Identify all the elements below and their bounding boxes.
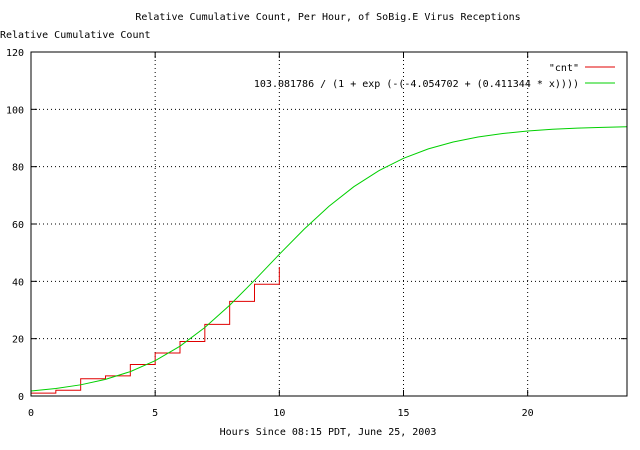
y-tick-label: 100 bbox=[6, 105, 24, 116]
x-tick-label: 15 bbox=[397, 408, 409, 419]
axis-ticks: 0 20 40 60 80 100 120 0 5 10 15 20 bbox=[6, 48, 627, 419]
series-line bbox=[31, 267, 280, 394]
y-tick-label: 60 bbox=[12, 220, 24, 231]
x-axis-label: Hours Since 08:15 PDT, June 25, 2003 bbox=[220, 427, 437, 438]
series-0 bbox=[31, 267, 280, 394]
legend-label-fit: 103.081786 / (1 + exp (-(-4.054702 + (0.… bbox=[254, 79, 579, 90]
legend-label-cnt: "cnt" bbox=[549, 63, 579, 74]
y-tick-label: 0 bbox=[18, 392, 24, 403]
plot-frame bbox=[30, 51, 628, 397]
x-tick-label: 20 bbox=[522, 408, 534, 419]
x-tick-label: 0 bbox=[28, 408, 34, 419]
grid bbox=[31, 52, 627, 396]
y-tick-label: 80 bbox=[12, 163, 24, 174]
series-1 bbox=[30, 126, 628, 392]
y-tick-label: 40 bbox=[12, 277, 24, 288]
y-axis-label: Relative Cumulative Count bbox=[0, 30, 151, 41]
series-layer bbox=[30, 126, 628, 394]
x-tick-label: 5 bbox=[152, 408, 158, 419]
series-line bbox=[30, 126, 628, 392]
y-tick-label: 20 bbox=[12, 335, 24, 346]
chart-title: Relative Cumulative Count, Per Hour, of … bbox=[135, 12, 520, 23]
y-tick-label: 120 bbox=[6, 48, 24, 59]
legend: "cnt" 103.081786 / (1 + exp (-(-4.054702… bbox=[254, 63, 615, 90]
x-tick-label: 10 bbox=[273, 408, 285, 419]
